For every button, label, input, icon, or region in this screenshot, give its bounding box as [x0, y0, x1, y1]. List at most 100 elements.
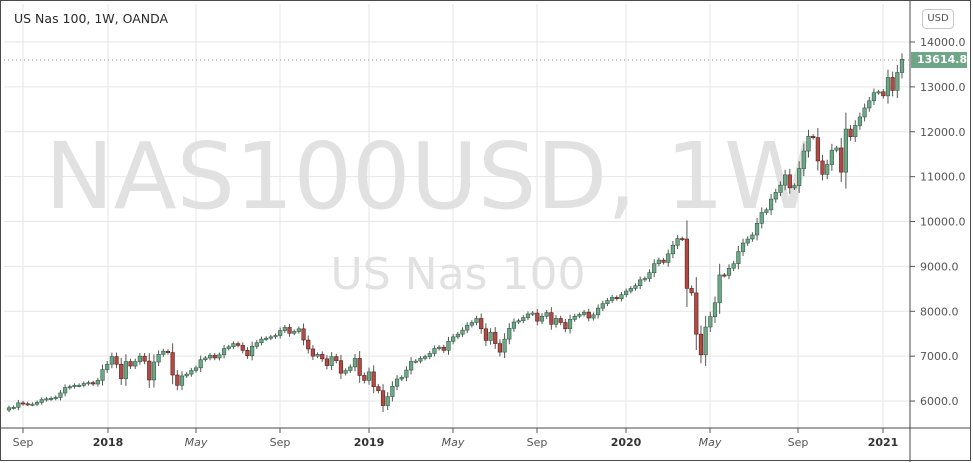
candle [876, 91, 881, 94]
candle [123, 361, 128, 379]
candle [595, 307, 601, 316]
time-tick-label: 2019 [354, 436, 385, 449]
candle [105, 363, 110, 370]
candle [334, 356, 339, 361]
candle [675, 238, 680, 246]
candle [553, 318, 559, 325]
candle [212, 354, 217, 359]
candle [731, 263, 736, 269]
candle [240, 345, 245, 351]
candle [20, 402, 26, 405]
price-tick-label: 8000.0 [920, 305, 959, 318]
candle [661, 259, 666, 263]
chart-title: US Nas 100, 1W, OANDA [14, 11, 169, 26]
candle [179, 375, 185, 386]
candle [577, 314, 582, 317]
candle [151, 361, 157, 381]
candle [268, 336, 273, 339]
candle [768, 198, 774, 211]
candle [497, 343, 503, 353]
candle [343, 370, 348, 374]
candle [670, 245, 676, 255]
price-tick-label: 6000.0 [920, 395, 959, 408]
candle [408, 361, 414, 371]
candle [848, 128, 853, 137]
candle [703, 326, 708, 356]
candle [437, 346, 442, 349]
time-tick-label: Sep [13, 436, 34, 449]
candle [119, 363, 124, 379]
candle [469, 322, 474, 326]
time-tick-label: May [442, 436, 465, 449]
candle [296, 328, 301, 332]
candle [460, 329, 465, 335]
candle [198, 359, 203, 369]
candle [114, 356, 119, 365]
candle [638, 279, 643, 286]
time-tick-label: May [699, 436, 722, 449]
candle [226, 346, 231, 349]
candle [324, 358, 330, 366]
candle [558, 318, 563, 323]
candle [652, 263, 657, 273]
candle [759, 212, 764, 224]
candle [352, 358, 358, 368]
candle [801, 150, 806, 169]
candle [857, 116, 863, 126]
price-tick-label: 10000.0 [920, 216, 966, 229]
candle [740, 242, 746, 252]
candle [6, 407, 12, 411]
candle [161, 350, 166, 355]
candle [67, 386, 72, 389]
candle [306, 339, 311, 350]
candle [839, 147, 844, 173]
candle [535, 312, 540, 322]
candle [63, 387, 68, 394]
candle [278, 330, 283, 336]
candle [11, 407, 16, 409]
watermark-symbol: NAS100USD, 1W [45, 123, 815, 230]
candle [624, 290, 629, 295]
last-price-label: 13614.8 [911, 52, 967, 68]
candle [292, 331, 297, 334]
candle [371, 371, 376, 387]
time-tick-label: Sep [788, 436, 809, 449]
candle [25, 403, 30, 406]
candle [642, 278, 647, 281]
candle [231, 343, 236, 348]
candle [680, 238, 685, 241]
candle [217, 354, 222, 359]
candle [610, 297, 615, 301]
candle [516, 320, 521, 323]
currency-button[interactable]: USD [922, 9, 954, 29]
candle [315, 354, 320, 357]
price-tick-label: 14000.0 [920, 36, 966, 49]
candle [137, 355, 143, 362]
candle [521, 317, 526, 322]
candle [867, 100, 872, 109]
candle [567, 319, 573, 330]
candle [72, 385, 77, 387]
time-axis: Sep 2018 May Sep 2019 May Sep 2020 May Sep 2021 [13, 428, 898, 449]
candle [853, 125, 858, 137]
candle [30, 403, 35, 406]
price-tick-label: 12000.0 [920, 126, 966, 139]
candle [708, 316, 713, 328]
candle [689, 288, 694, 294]
candle [109, 356, 114, 365]
price-tick-label: 9000.0 [920, 260, 959, 273]
candle [451, 336, 456, 342]
candle [53, 397, 58, 399]
candle [441, 346, 446, 351]
candle [203, 357, 208, 361]
candle [581, 311, 587, 315]
candle [128, 361, 133, 367]
candle [446, 341, 451, 351]
candle [885, 77, 891, 97]
candle [39, 399, 44, 403]
candle [338, 360, 344, 374]
candle [100, 369, 105, 381]
time-tick-label: 2020 [611, 436, 642, 449]
candle [815, 137, 820, 162]
